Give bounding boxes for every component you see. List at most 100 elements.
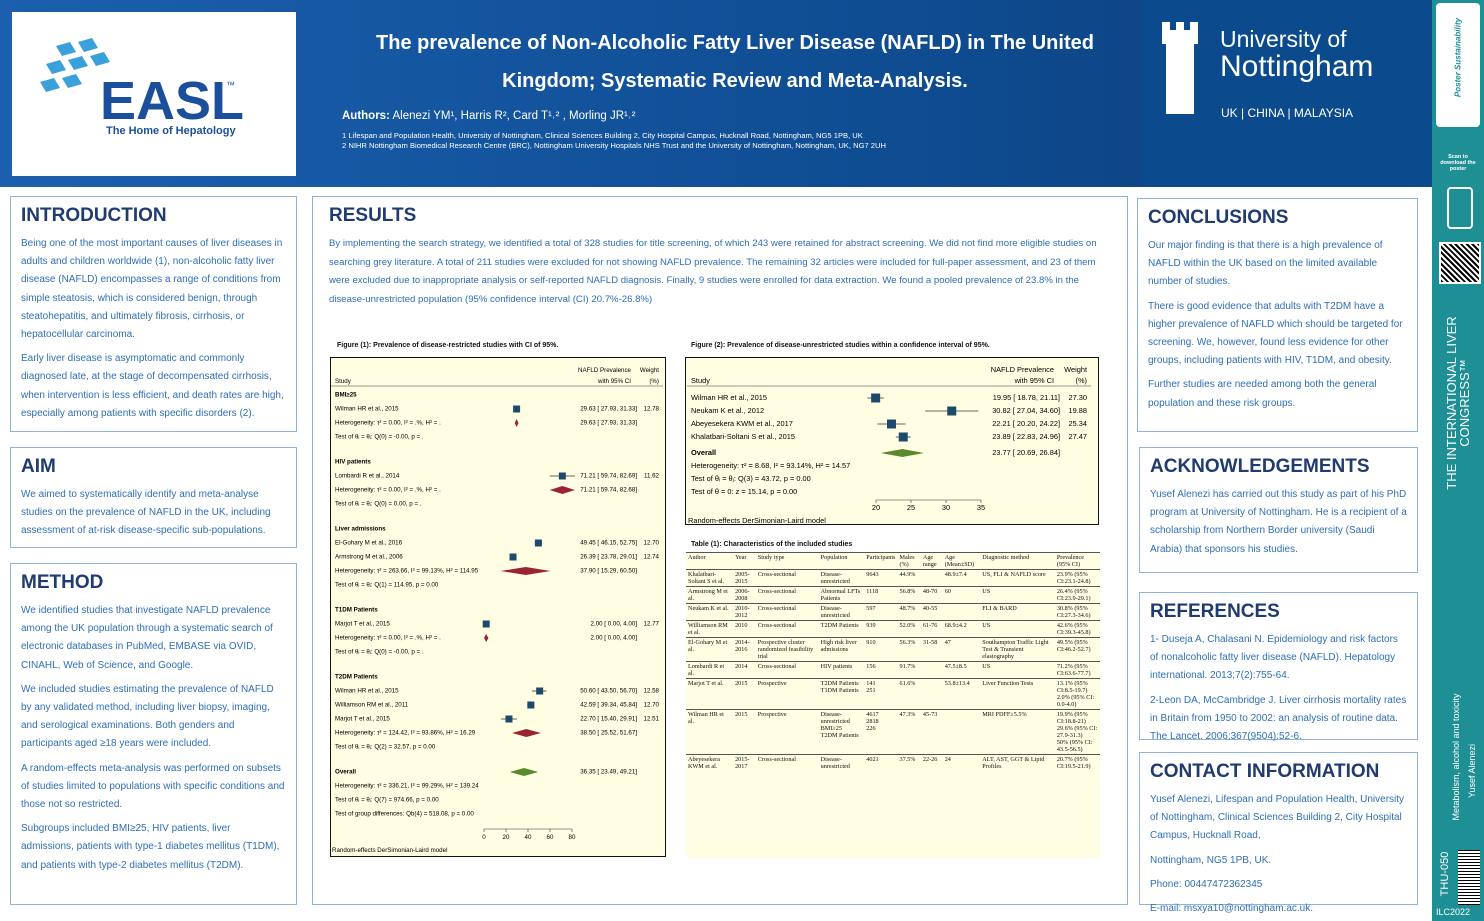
section-title: CONCLUSIONS	[1148, 207, 1289, 228]
table-cell	[920, 678, 943, 710]
panel: AIM We aimed to systematically identify a…	[10, 447, 297, 548]
paragraph: 2-Leon DA, McCambridge J. Liver cirrhosi…	[1150, 694, 1407, 743]
easl-name: EASL	[100, 71, 245, 131]
paragraph: There is good evidence that adults with …	[1148, 300, 1403, 367]
table-cell: 2015	[733, 709, 756, 755]
table-cell: 141 251	[864, 678, 898, 710]
paragraph: Our major finding is that there is a hig…	[1148, 240, 1383, 288]
university-name: University of Nottingham	[1220, 26, 1374, 83]
table-cell: Disease-unrestricted	[818, 603, 865, 621]
table-cell: 40-55	[920, 603, 943, 621]
authors-label: Authors:	[342, 110, 390, 122]
paragraph: Early liver disease is asymptomatic and …	[21, 353, 284, 419]
authors: Authors: Alenezi YM¹, Harris R², Card T¹…	[342, 110, 636, 122]
table-cell: 48.7%	[897, 603, 921, 621]
easl-icon	[40, 38, 110, 92]
table-cell: 56.3%	[897, 637, 921, 662]
table-cell: 2014	[733, 661, 756, 679]
table-cell: High risk liver admissions	[818, 637, 865, 662]
paragraph: Yusef Alenezi, Lifespan and Population H…	[1150, 794, 1405, 842]
table-cell: Cross-sectional	[755, 569, 819, 587]
sidebar: Poster Sustainability Scan to download t…	[1432, 0, 1484, 921]
table-cell: 19.9% (95% CI:18.8-21) 29.6% (95% CI: 27…	[1054, 709, 1100, 755]
panel: REFERENCES 1- Duseja A, Chalasani N. Epid…	[1139, 592, 1418, 742]
table-cell: 52.0%	[897, 620, 921, 638]
section-title: REFERENCES	[1150, 601, 1280, 622]
table-cell: 9643	[864, 569, 898, 587]
university-line: University of	[1220, 26, 1347, 52]
table-cell: FLI & BARD	[980, 603, 1055, 621]
column-header: Prevalence (95% CI)	[1054, 552, 1100, 570]
table-cell: 71.2% (95% CI:63.6-77.7)	[1054, 661, 1100, 679]
nottingham-logo: University of Nottingham UK | CHINA | MAL…	[1140, 0, 1432, 187]
easl-tagline: The Home of Hepatology	[106, 125, 236, 137]
section-title: METHOD	[21, 572, 104, 593]
congress-label: THE INTERNATIONAL LIVER CONGRESS™	[1444, 316, 1472, 490]
table-cell: 47.3%	[897, 709, 921, 755]
table-cell: 48.9±7.4	[942, 569, 981, 587]
table-cell: Prospective	[755, 709, 819, 755]
table-cell: 2015-2017	[733, 754, 756, 771]
panel: CONCLUSIONS Our major finding is that the…	[1137, 198, 1418, 432]
paragraph: Phone: 00447472362345	[1150, 878, 1263, 890]
table-cell: US	[980, 586, 1055, 604]
table-cell: Prospective	[755, 678, 819, 710]
column-header: Year	[733, 552, 756, 570]
table-cell: 4021	[864, 754, 898, 771]
column-header: Study type	[755, 552, 819, 570]
table-cell: 47	[942, 637, 981, 662]
section-title: CONTACT INFORMATION	[1150, 761, 1380, 782]
poster-title: The prevalence of Non-Alcoholic Fatty Li…	[376, 32, 1094, 92]
table-cell: Disease-unrestricted	[818, 569, 865, 587]
table-cell: 23.9% (95% CI:23.1-24.8)	[1054, 569, 1100, 587]
table-cell: 53.8±13.4	[942, 678, 981, 710]
qr-code	[1439, 242, 1481, 284]
affiliation: 1 Lifespan and Population Health, Univer…	[342, 131, 863, 140]
table-cell: US, FLI & NAFLD score	[980, 569, 1055, 587]
table-cell: 20.7% (95% CI:19.5-21.9)	[1054, 754, 1100, 771]
table-cell: Southampton Traffic Light Test & Transie…	[980, 637, 1055, 662]
section-title: RESULTS	[329, 205, 417, 226]
table-cell: 45-73	[920, 709, 943, 755]
table-cell: Prospective cluster randomized feasibili…	[755, 637, 819, 662]
figure-box	[685, 357, 1099, 525]
sustain-box: Poster Sustainability	[1436, 3, 1480, 127]
table-cell: 60	[942, 586, 981, 604]
table-cell: Abnormal LFTs Patients	[818, 586, 865, 604]
paragraph: Further studies are needed among both th…	[1148, 379, 1377, 409]
table-cell: Disease-unrestricted	[818, 754, 865, 771]
table-cell: Marjot T et al.	[686, 678, 734, 710]
affiliations: 1 Lifespan and Population Health, Univer…	[342, 131, 886, 151]
table-cell: Liver Function Tests	[980, 678, 1055, 710]
table-cell	[942, 709, 981, 755]
table-cell: 597	[864, 603, 898, 621]
table-cell: Williamson RM et al.	[686, 620, 734, 638]
table-cell: 2014-2016	[733, 637, 756, 662]
table-cell: 30.8% (95% CI:27.3-34.6)	[1054, 603, 1100, 621]
table-cell: 22-26	[920, 754, 943, 771]
paragraph: We aimed to systematically identify and …	[21, 489, 271, 537]
table-row: Armstrong M et al. 2006-2008 Cross-section…	[686, 586, 1100, 604]
paragraph: We identified studies that investigate N…	[21, 605, 273, 671]
table-cell: Armstrong M et al.	[686, 586, 734, 604]
table-cell: 24	[942, 754, 981, 771]
table-cell	[920, 569, 943, 587]
column-header: Participants	[864, 552, 898, 570]
paragraph: By implementing the search strategy, we …	[329, 238, 1097, 305]
university-line: Nottingham	[1220, 50, 1374, 83]
table-cell: T2DM Patients T1DM Patients	[818, 678, 865, 710]
table-cell: HIV patients	[818, 661, 865, 679]
castle-icon	[1162, 22, 1198, 114]
table-cell: Abeyesekera KWM et al.	[686, 754, 734, 771]
table-cell: 2006-2008	[733, 586, 756, 604]
paragraph: We included studies estimating the preva…	[21, 683, 274, 750]
paragraph: Being one of the most important causes o…	[21, 238, 283, 341]
table-cell: Neukam K et al.	[686, 603, 734, 621]
table-cell: 49.5% (95% CI:46.2-52.7)	[1054, 637, 1100, 662]
barcode	[1458, 850, 1480, 905]
paragraph: Subgroups included BMI≥25, HIV patients,…	[21, 823, 280, 871]
scan-label: Scan to download the poster	[1440, 154, 1476, 172]
table-cell: 13.1% (95% CI:8.5-19.7) 2.0% (95% CI: 0.…	[1054, 678, 1100, 710]
table-cell: 2005-2015	[733, 569, 756, 587]
